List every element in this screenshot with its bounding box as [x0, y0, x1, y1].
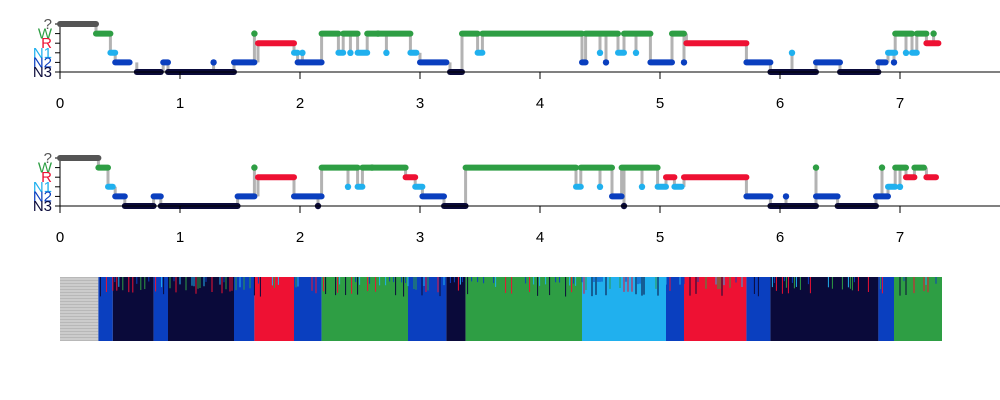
- x-tick-label: 4: [536, 95, 544, 112]
- band-w: [321, 277, 408, 341]
- band-n2: [98, 277, 113, 341]
- spike-point: [782, 193, 790, 200]
- y-label-w: W: [38, 26, 53, 43]
- x-tick-label: 0: [56, 229, 64, 246]
- band-w: [465, 277, 582, 341]
- band-n3: [168, 277, 234, 341]
- y-label-n1: N1: [33, 179, 52, 196]
- spike-point: [596, 183, 604, 190]
- y-label-n2: N2: [33, 188, 52, 205]
- x-tick-label: 7: [896, 95, 904, 112]
- x-tick-label: 1: [176, 95, 184, 112]
- spike-point: [251, 164, 258, 171]
- y-label-n3: N3: [33, 198, 52, 215]
- spike-point: [210, 59, 217, 66]
- band-w: [894, 277, 942, 341]
- spike-point: [638, 183, 646, 190]
- y-label-w: W: [38, 160, 53, 177]
- x-tick-label: 6: [776, 229, 784, 246]
- spike-point: [788, 49, 796, 56]
- band-n2: [294, 277, 322, 341]
- y-label-unknown: ?: [44, 150, 52, 167]
- x-tick-label: 2: [296, 95, 304, 112]
- x-tick-label: 3: [416, 229, 424, 246]
- hypnodensity-panel: [60, 277, 942, 341]
- spike-point: [930, 30, 937, 37]
- spike-point: [347, 49, 354, 56]
- spike-point: [602, 59, 610, 66]
- y-label-r: R: [41, 169, 52, 186]
- x-tick-label: 2: [296, 229, 304, 246]
- band-r: [684, 277, 747, 341]
- spike-point: [902, 49, 910, 56]
- spike-point: [896, 183, 904, 190]
- spike-point: [344, 183, 352, 190]
- y-label-n1: N1: [33, 45, 52, 62]
- x-tick-label: 5: [656, 95, 664, 112]
- spike-point: [383, 49, 390, 56]
- y-label-n3: N3: [33, 64, 52, 81]
- spike-point: [299, 49, 306, 56]
- spike-point: [812, 164, 820, 171]
- band-n3: [446, 277, 466, 341]
- y-label-unknown: ?: [44, 16, 52, 33]
- y-label-n2: N2: [33, 54, 52, 71]
- spike-point: [632, 49, 640, 56]
- spike-point: [878, 164, 886, 171]
- spike-point: [680, 59, 688, 66]
- x-tick-label: 0: [56, 95, 64, 112]
- x-tick-label: 1: [176, 229, 184, 246]
- band-n2: [153, 277, 168, 341]
- spike-point: [251, 30, 258, 37]
- spike-point: [890, 59, 898, 66]
- band-n2: [666, 277, 684, 341]
- band-n2: [234, 277, 255, 341]
- x-tick-label: 4: [536, 229, 544, 246]
- x-tick-label: 5: [656, 229, 664, 246]
- spike-point: [596, 49, 604, 56]
- x-tick-label: 7: [896, 229, 904, 246]
- y-label-r: R: [41, 35, 52, 52]
- x-tick-label: 6: [776, 95, 784, 112]
- x-tick-label: 3: [416, 95, 424, 112]
